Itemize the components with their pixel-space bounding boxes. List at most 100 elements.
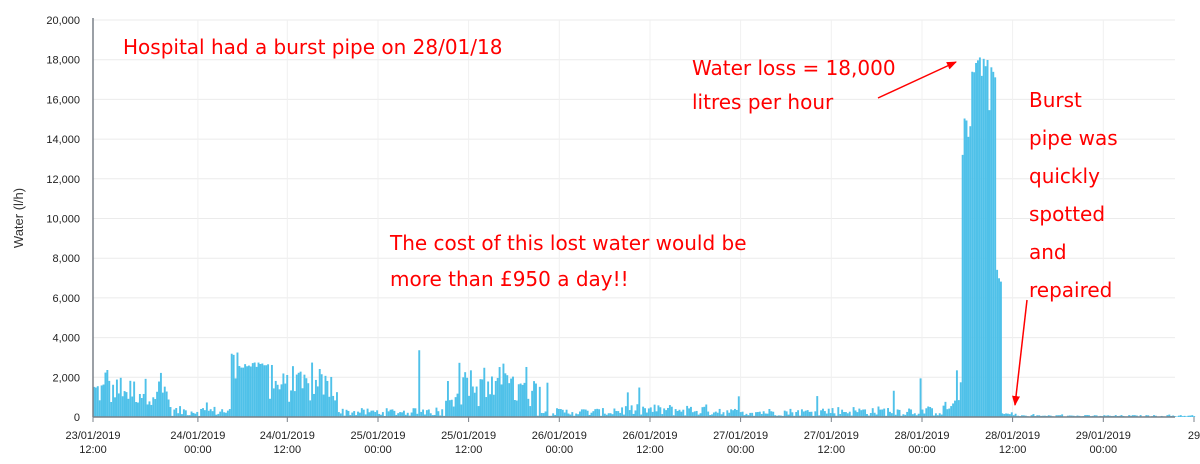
water-bar <box>848 411 851 417</box>
water-bar <box>370 410 373 417</box>
water-bar <box>98 400 101 417</box>
water-bar <box>1147 415 1150 417</box>
water-bar <box>314 379 317 417</box>
water-bar <box>1128 415 1131 417</box>
water-bar <box>552 413 555 417</box>
water-bar <box>808 411 811 417</box>
water-bar <box>615 411 618 417</box>
water-bar <box>492 394 495 417</box>
water-bar <box>410 412 413 417</box>
chart-grid <box>93 19 1175 418</box>
chart-series <box>93 57 1196 418</box>
y-tick-label: 14,000 <box>46 134 80 146</box>
water-bar <box>1191 415 1194 417</box>
annotation-line: more than £950 a day!! <box>390 267 629 291</box>
water-bar <box>249 366 252 417</box>
water-bar <box>875 414 878 417</box>
water-bar <box>521 384 524 417</box>
water-bar <box>205 402 208 417</box>
water-bar <box>477 406 480 417</box>
water-bar <box>387 411 390 417</box>
water-bar <box>203 410 206 417</box>
water-bar <box>1038 415 1041 417</box>
water-bar <box>150 404 153 417</box>
water-bar <box>366 408 369 417</box>
water-bar <box>1183 415 1186 417</box>
water-bar <box>404 414 407 417</box>
water-bar <box>584 409 587 417</box>
water-bar <box>506 375 509 417</box>
water-bar <box>565 409 568 417</box>
x-tick-date: 26/01/2019 <box>622 430 677 442</box>
x-tick-date: 28/01/2019 <box>894 430 949 442</box>
water-bar <box>238 366 241 417</box>
water-bar <box>734 408 736 417</box>
water-bar <box>211 411 214 417</box>
water-bar <box>934 413 937 417</box>
water-bar <box>768 408 771 417</box>
water-bar <box>787 414 790 417</box>
water-bar <box>276 384 279 417</box>
water-bar <box>479 379 482 417</box>
water-bar <box>737 396 740 417</box>
water-bar <box>326 380 329 417</box>
water-bar <box>108 380 111 417</box>
water-bar <box>653 404 656 417</box>
water-bar <box>418 350 421 417</box>
water-bar <box>980 75 983 418</box>
water-bar <box>261 363 264 417</box>
water-bar <box>605 414 608 417</box>
water-bar <box>1172 415 1175 417</box>
water-bar <box>651 411 654 417</box>
water-bar <box>680 411 683 417</box>
water-bar <box>762 411 765 417</box>
water-bar <box>115 379 118 417</box>
water-bar <box>758 411 761 417</box>
x-tick-time: 00:00 <box>1090 444 1118 456</box>
water-bar <box>820 410 823 417</box>
water-bar <box>915 415 918 417</box>
water-bar <box>720 414 723 417</box>
water-bar <box>265 365 268 417</box>
annotation-loss: Water loss = 18,000 litres per hour <box>692 56 896 114</box>
water-bar <box>718 408 721 417</box>
water-bar <box>961 154 964 417</box>
water-bar <box>303 374 306 417</box>
x-tick-date: 28/01/2019 <box>985 430 1040 442</box>
water-bar <box>764 413 767 417</box>
water-bar <box>152 397 155 417</box>
water-bar <box>969 126 972 417</box>
arrow-to-peak <box>877 61 957 99</box>
water-bar <box>448 400 451 417</box>
water-bar <box>862 409 865 417</box>
water-bar <box>917 413 920 417</box>
water-bar <box>1005 413 1007 417</box>
water-bar <box>424 414 426 417</box>
water-bar <box>672 415 675 417</box>
water-bar <box>313 393 315 417</box>
water-bar <box>473 392 476 417</box>
water-bar <box>942 405 945 417</box>
water-bar <box>1061 414 1064 417</box>
annotation-line: Burst <box>1029 88 1082 112</box>
water-bar <box>854 410 857 417</box>
water-bar <box>592 411 595 417</box>
water-bar <box>311 362 314 417</box>
water-bar <box>661 414 664 417</box>
water-bar <box>999 281 1002 417</box>
water-bar <box>297 372 300 417</box>
water-bar <box>921 409 924 417</box>
water-bar <box>864 409 867 417</box>
water-bar <box>634 410 637 417</box>
water-bar <box>512 376 514 417</box>
water-bar <box>630 405 633 417</box>
water-bar <box>127 398 130 417</box>
water-bar <box>372 410 375 417</box>
water-bar <box>624 406 627 417</box>
water-bar <box>948 408 951 417</box>
water-bar <box>567 413 570 417</box>
water-bar <box>406 412 409 417</box>
water-bar <box>747 415 750 417</box>
water-bar <box>416 413 419 417</box>
water-bar <box>791 412 794 417</box>
